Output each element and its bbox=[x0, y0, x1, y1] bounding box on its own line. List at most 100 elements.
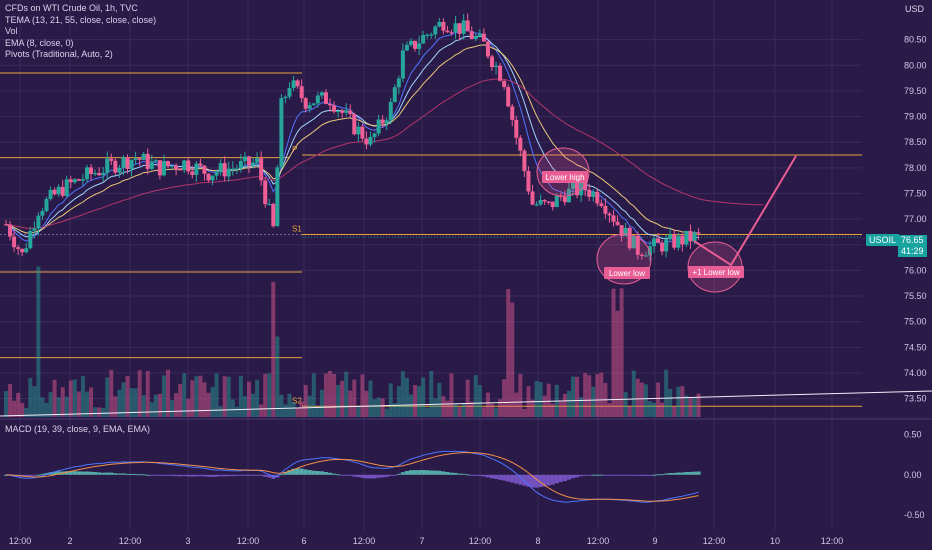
annotations: Lower high Lower low +1 Lower low bbox=[536, 147, 797, 293]
volume-bar bbox=[242, 396, 247, 417]
macd-hist-bar bbox=[279, 474, 284, 476]
candle-body bbox=[400, 50, 405, 79]
macd-hist-bar bbox=[202, 474, 207, 477]
macd-hist-bar bbox=[97, 472, 102, 475]
candle-body bbox=[125, 157, 130, 170]
macd-hist-bar bbox=[226, 474, 231, 477]
volume-bar bbox=[315, 406, 320, 417]
macd-hist-bar bbox=[506, 474, 511, 482]
macd-hist-bar bbox=[234, 474, 239, 476]
ema-legend[interactable]: EMA (8, close, 0) bbox=[5, 37, 74, 48]
volume-bar bbox=[611, 288, 616, 417]
candle-body bbox=[518, 137, 523, 151]
volume-bar bbox=[85, 391, 89, 417]
macd-hist-bar bbox=[174, 474, 179, 477]
vol-legend[interactable]: Vol bbox=[5, 26, 18, 36]
volume-bar bbox=[575, 376, 580, 417]
volume-bar bbox=[206, 392, 211, 417]
volume-bar bbox=[664, 369, 669, 417]
macd-hist-bar bbox=[336, 474, 341, 476]
volume-bar bbox=[437, 382, 442, 417]
candle-body bbox=[404, 44, 409, 51]
volume-bar bbox=[615, 310, 620, 417]
volume-bar bbox=[413, 385, 418, 417]
macd-hist-bar bbox=[696, 471, 701, 475]
candle-body bbox=[562, 196, 567, 203]
macd-hist-bar bbox=[344, 474, 349, 476]
macd-hist-bar bbox=[534, 474, 539, 488]
candle-body bbox=[121, 157, 126, 168]
candle-body bbox=[72, 179, 77, 183]
volume-bar bbox=[623, 392, 628, 417]
candle-body bbox=[222, 163, 227, 177]
volume-bar bbox=[473, 375, 478, 417]
macd-hist-bar bbox=[153, 474, 158, 476]
volume-bar bbox=[404, 377, 409, 417]
volume-bar bbox=[485, 392, 490, 417]
time-tick-label: 12:00 bbox=[9, 536, 32, 546]
candle-body bbox=[664, 239, 669, 252]
candle-body bbox=[668, 234, 673, 240]
tema-legend[interactable]: TEMA (13, 21, 55, close, close, close) bbox=[5, 14, 157, 25]
volume-bar bbox=[477, 385, 482, 417]
volume-bar bbox=[356, 405, 361, 417]
volume-bar bbox=[680, 386, 685, 417]
candle-body bbox=[340, 110, 345, 113]
volume-bar bbox=[198, 375, 203, 417]
candle-body bbox=[190, 171, 195, 175]
volume-bar bbox=[449, 373, 454, 417]
volume-bar bbox=[562, 394, 567, 417]
volume-bar bbox=[56, 397, 61, 417]
candle-body bbox=[396, 78, 401, 88]
candle-body bbox=[680, 235, 685, 245]
lower-high-label-bg bbox=[542, 171, 588, 183]
candle-body bbox=[457, 23, 462, 34]
volume-bar bbox=[16, 392, 21, 417]
time-axis: 12:00 2 12:00 3 12:00 6 12:00 7 12:00 8 12:00 9 12:0… bbox=[9, 536, 844, 546]
macd-hist-bar bbox=[210, 474, 215, 477]
macd-hist-bar bbox=[24, 474, 29, 477]
macd-hist-bar bbox=[64, 471, 69, 475]
macd-hist-bar bbox=[251, 474, 256, 476]
time-tick-label: 12:00 bbox=[821, 536, 844, 546]
volume-bar bbox=[307, 395, 312, 417]
macd-hist-bar bbox=[595, 474, 600, 476]
macd-hist-bar bbox=[619, 474, 624, 476]
macd-hist-bar bbox=[194, 474, 199, 477]
volume-bar bbox=[376, 397, 381, 417]
pivot-label-s1: S1 bbox=[292, 225, 302, 234]
macd-hist-bar bbox=[542, 474, 547, 487]
candle-body bbox=[445, 30, 450, 33]
volume-bar bbox=[267, 373, 272, 417]
volume-bar bbox=[161, 375, 166, 417]
volume-ma-line bbox=[0, 390, 932, 420]
candle-body bbox=[485, 41, 490, 57]
candle-body bbox=[230, 168, 235, 170]
macd-hist-bar bbox=[113, 473, 118, 475]
macd-legend[interactable]: MACD (19, 39, close, 9, EMA, EMA) bbox=[5, 424, 151, 434]
candle-body bbox=[323, 92, 328, 105]
candle-body bbox=[631, 235, 636, 249]
volume-bar bbox=[117, 389, 122, 417]
candle-body bbox=[161, 161, 166, 176]
volume-bar bbox=[137, 370, 142, 417]
volume-bar bbox=[263, 373, 268, 417]
candle-body bbox=[688, 230, 693, 242]
macd-hist-bar bbox=[52, 471, 57, 475]
macd-hist-bar bbox=[692, 471, 697, 475]
pivots-legend[interactable]: Pivots (Traditional, Auto, 2) bbox=[5, 49, 113, 59]
moving-averages bbox=[5, 29, 764, 245]
candle-body bbox=[656, 238, 661, 243]
macd-hist-bar bbox=[291, 468, 296, 475]
volume-bar bbox=[352, 379, 357, 417]
symbol-title[interactable]: CFDs on WTI Crude Oil, 1h, TVC bbox=[5, 3, 138, 13]
macd-hist-bar bbox=[141, 474, 146, 476]
volume-bar bbox=[400, 371, 405, 417]
volume-bar bbox=[494, 407, 499, 417]
candle-body bbox=[469, 31, 474, 39]
candle-body bbox=[48, 189, 53, 199]
volume-bar bbox=[388, 383, 393, 417]
candle-body bbox=[89, 167, 94, 174]
macd-hist-bar bbox=[190, 474, 195, 477]
